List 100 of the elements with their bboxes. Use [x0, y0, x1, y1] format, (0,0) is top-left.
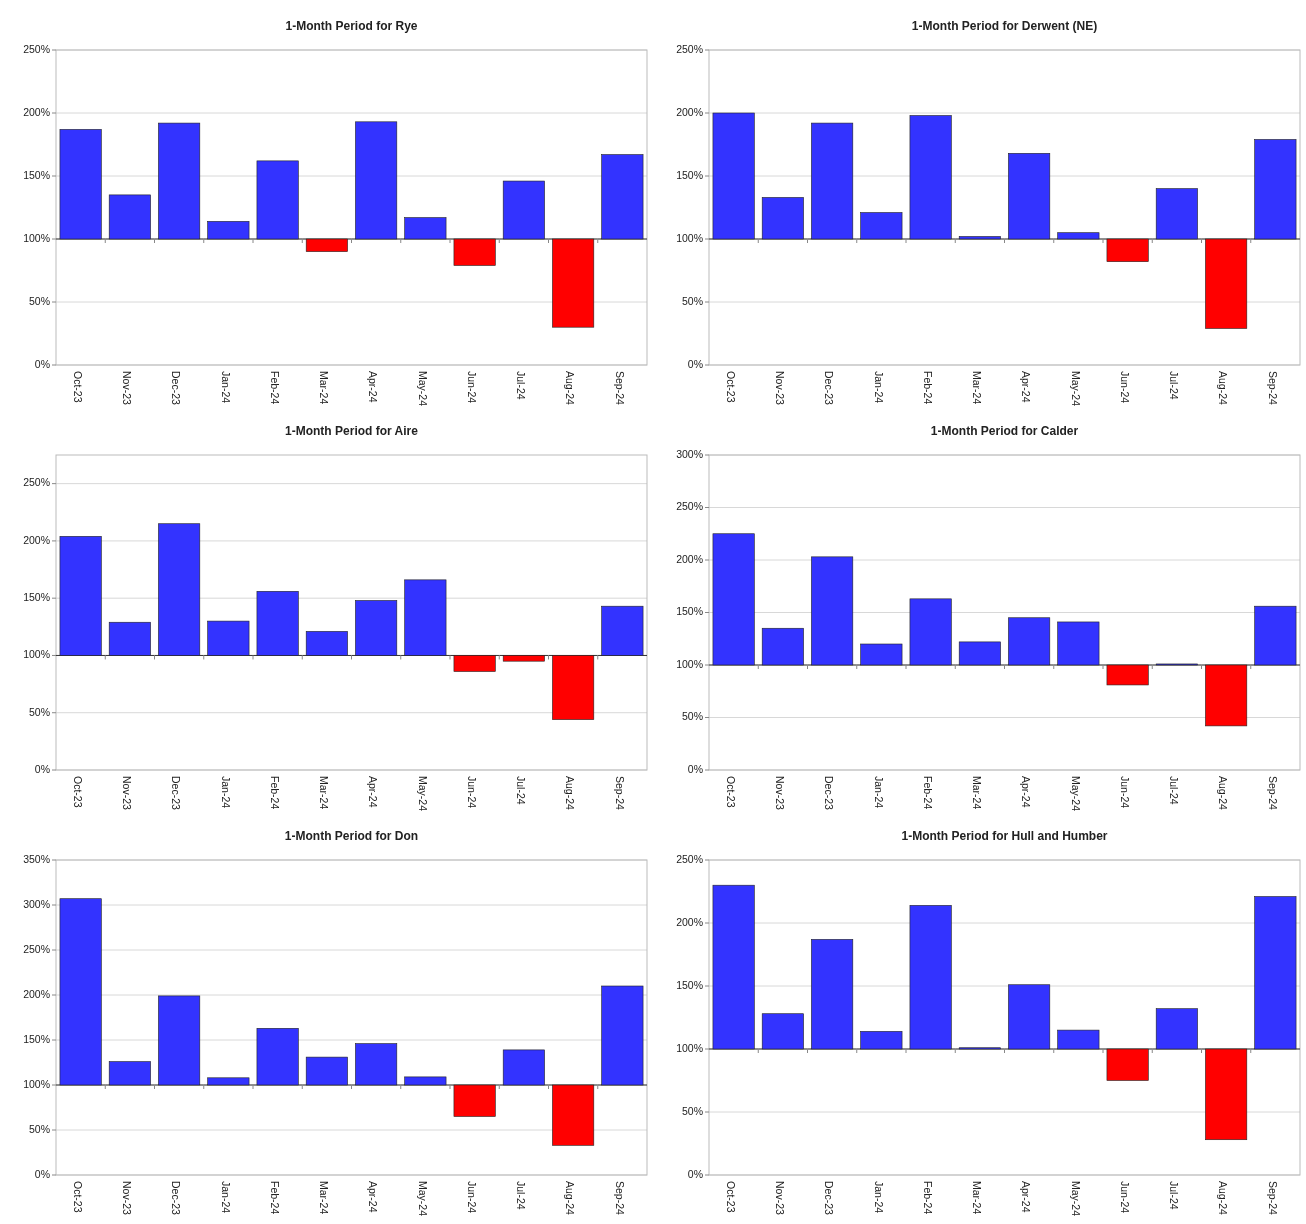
x-tick-label: Mar-24 — [971, 776, 984, 810]
x-tick-label: Sep-24 — [1266, 1181, 1279, 1216]
bar — [958, 641, 1001, 666]
x-tick-label: Apr-24 — [367, 371, 380, 403]
bar — [1254, 139, 1297, 240]
x-tick-label: Feb-24 — [921, 776, 934, 810]
bar — [712, 884, 755, 1050]
y-tick-label: 100% — [23, 231, 50, 244]
y-tick-label: 300% — [23, 897, 50, 910]
x-tick-label: Feb-24 — [921, 371, 934, 405]
y-tick-label: 50% — [681, 710, 703, 723]
bar — [502, 1049, 545, 1086]
x-tick-label: Aug-24 — [564, 1181, 577, 1216]
bar — [158, 122, 201, 240]
x-tick-label: Oct-23 — [71, 371, 84, 403]
bar — [1057, 1029, 1100, 1050]
bar — [860, 1031, 903, 1050]
x-tick-label: Jun-24 — [1118, 1181, 1131, 1214]
x-tick-label: Aug-24 — [564, 776, 577, 811]
x-tick-label: Jul-24 — [1168, 1181, 1181, 1210]
bar — [1057, 232, 1100, 240]
x-tick-label: Apr-24 — [1020, 776, 1033, 808]
bar — [601, 985, 644, 1086]
bar — [552, 655, 595, 720]
chart-title: 1-Month Period for Aire — [285, 424, 419, 438]
y-tick-label: 50% — [681, 294, 703, 307]
x-tick-label: Aug-24 — [1217, 371, 1230, 406]
bar — [552, 1084, 595, 1146]
bar — [453, 1084, 496, 1117]
chart-title: 1-Month Period for Derwent (NE) — [911, 19, 1098, 33]
x-tick-label: Oct-23 — [724, 1181, 737, 1213]
bar — [1106, 664, 1149, 686]
x-tick-label: Jul-24 — [515, 776, 528, 805]
bar — [1008, 153, 1051, 240]
bar — [404, 579, 447, 656]
bar — [59, 898, 102, 1086]
y-tick-label: 150% — [676, 168, 703, 181]
x-tick-label: Mar-24 — [318, 371, 331, 405]
x-tick-label: Jan-24 — [219, 1181, 232, 1214]
x-tick-label: Sep-24 — [1266, 776, 1279, 811]
x-tick-label: Jan-24 — [219, 371, 232, 404]
bar — [811, 939, 854, 1050]
y-tick-label: 150% — [676, 605, 703, 618]
y-tick-label: 250% — [23, 476, 50, 489]
bar — [761, 1013, 804, 1050]
bar — [59, 536, 102, 656]
y-tick-label: 100% — [676, 231, 703, 244]
y-tick-label: 200% — [676, 105, 703, 118]
y-tick-label: 100% — [676, 657, 703, 670]
chart-title: 1-Month Period for Rye — [285, 19, 418, 33]
bar — [761, 197, 804, 240]
y-tick-label: 100% — [23, 1077, 50, 1090]
x-tick-label: Jun-24 — [1118, 776, 1131, 809]
bar — [811, 556, 854, 666]
x-tick-label: Nov-23 — [121, 371, 134, 406]
bar — [1008, 984, 1051, 1050]
bar — [355, 600, 398, 656]
x-tick-label: Jan-24 — [872, 371, 885, 404]
x-tick-label: Sep-24 — [613, 1181, 626, 1216]
x-tick-label: Nov-23 — [121, 776, 134, 811]
bar — [108, 1061, 151, 1086]
x-tick-label: May-24 — [1069, 371, 1082, 407]
x-tick-label: Jun-24 — [465, 776, 478, 809]
bar — [1057, 621, 1100, 666]
x-tick-label: Jun-24 — [465, 1181, 478, 1214]
y-tick-label: 0% — [687, 357, 703, 370]
x-tick-label: Jan-24 — [872, 1181, 885, 1214]
x-tick-label: May-24 — [1069, 776, 1082, 812]
y-tick-label: 0% — [34, 762, 50, 775]
bar — [1008, 617, 1051, 666]
y-tick-label: 200% — [23, 105, 50, 118]
bar — [601, 605, 644, 656]
x-tick-label: Aug-24 — [1217, 776, 1230, 811]
y-tick-label: 50% — [681, 1104, 703, 1117]
bar — [305, 1056, 348, 1086]
x-tick-label: May-24 — [416, 1181, 429, 1217]
x-tick-label: May-24 — [416, 776, 429, 812]
bar — [1254, 605, 1297, 666]
y-tick-label: 50% — [28, 705, 50, 718]
x-tick-label: Feb-24 — [268, 776, 281, 810]
x-tick-label: Nov-23 — [774, 1181, 787, 1216]
bar — [502, 180, 545, 240]
x-tick-label: Jun-24 — [465, 371, 478, 404]
x-tick-label: Jul-24 — [515, 1181, 528, 1210]
y-tick-label: 250% — [676, 852, 703, 865]
x-tick-label: Feb-24 — [921, 1181, 934, 1215]
bar — [909, 905, 952, 1050]
bar — [305, 238, 348, 252]
bar — [552, 238, 595, 328]
x-tick-label: Apr-24 — [367, 1181, 380, 1213]
x-tick-label: Aug-24 — [1217, 1181, 1230, 1216]
x-tick-label: Sep-24 — [1266, 371, 1279, 406]
y-tick-label: 250% — [676, 42, 703, 55]
bar — [404, 217, 447, 240]
bar — [158, 995, 201, 1086]
bar — [860, 643, 903, 666]
bar — [453, 655, 496, 672]
y-tick-label: 200% — [23, 533, 50, 546]
bar — [1205, 1048, 1248, 1141]
chart-title: 1-Month Period for Calder — [930, 424, 1079, 438]
